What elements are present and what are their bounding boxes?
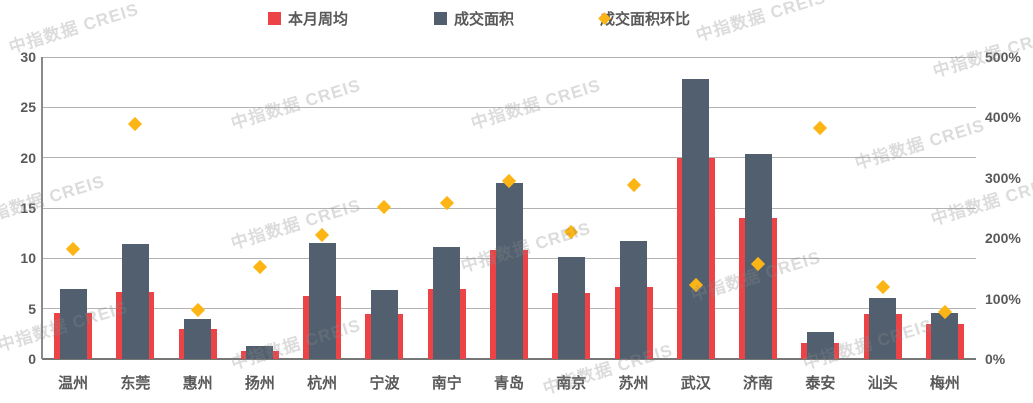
left-axis-tick: 0 <box>28 351 36 367</box>
watermark-text-5: 中指数据 CREIS <box>468 75 604 134</box>
bar-transaction-area-9 <box>557 257 585 359</box>
bar-transaction-area-4 <box>246 345 274 359</box>
point-mom-ratio-13 <box>813 121 828 136</box>
point-mom-ratio-6 <box>377 200 392 215</box>
bar-transaction-area-14 <box>869 297 897 359</box>
bar-transaction-area-7 <box>433 247 461 359</box>
x-axis-label-5: 杭州 <box>307 375 338 392</box>
chart-legend: 本月周均 成交面积 成交面积环比 <box>268 8 690 29</box>
watermark-text-9: 中指数据 CREIS <box>228 195 364 254</box>
left-axis-tick: 30 <box>20 49 36 65</box>
x-axis-label-9: 南京 <box>556 375 587 392</box>
point-mom-ratio-9 <box>564 224 579 239</box>
x-axis-label-2: 东莞 <box>120 375 151 392</box>
x-axis-label-10: 苏州 <box>618 375 649 392</box>
x-axis-label-1: 温州 <box>58 375 89 392</box>
x-axis-label-12: 济南 <box>743 375 774 392</box>
watermark-text-13: 中指数据 CREIS <box>228 315 364 374</box>
point-mom-ratio-5 <box>315 228 330 243</box>
watermark-text-4: 中指数据 CREIS <box>228 75 364 134</box>
left-axis-tick: 20 <box>20 149 36 166</box>
legend-item-mom-ratio: 成交面积环比 <box>598 8 691 29</box>
x-axis-label-11: 武汉 <box>680 375 711 392</box>
left-axis-tick: 5 <box>28 300 36 317</box>
x-axis-label-8: 青岛 <box>493 375 524 392</box>
point-mom-ratio-14 <box>875 280 890 295</box>
watermark-text-7: 中指数据 CREIS <box>0 171 108 230</box>
right-axis-tick: 400% <box>985 109 1021 126</box>
legend-label-weekly-avg: 本月周均 <box>288 11 349 28</box>
x-axis-label-6: 宁波 <box>369 375 400 392</box>
left-axis-line <box>41 57 43 359</box>
point-mom-ratio-1 <box>66 241 81 257</box>
red-square-icon <box>268 12 281 25</box>
legend-label-mom-ratio: 成交面积环比 <box>600 11 691 28</box>
point-mom-ratio-3 <box>190 302 205 318</box>
bar-transaction-area-11 <box>682 79 710 359</box>
bar-transaction-area-15 <box>931 312 959 359</box>
bar-transaction-area-10 <box>620 241 648 359</box>
bar-transaction-area-3 <box>184 318 212 359</box>
legend-item-weekly-avg: 本月周均 <box>268 8 348 29</box>
x-axis-label-13: 泰安 <box>805 375 836 392</box>
right-axis-tick: 300% <box>985 169 1021 186</box>
right-axis-tick: 500% <box>985 49 1021 65</box>
left-axis-tick: 25 <box>20 99 36 116</box>
left-axis-tick: 15 <box>20 200 36 216</box>
legend-item-transaction-area: 成交面积 <box>434 8 514 29</box>
x-axis-label-15: 梅州 <box>929 375 960 392</box>
x-axis-label-4: 扬州 <box>244 375 275 392</box>
gridline <box>42 157 976 159</box>
bar-transaction-area-5 <box>308 243 336 359</box>
watermark-text-6: 中指数据 CREIS <box>852 115 988 174</box>
gridline <box>42 106 976 108</box>
x-axis-label-7: 南宁 <box>431 375 462 392</box>
gridline <box>42 358 976 360</box>
slate-square-icon <box>434 12 448 25</box>
point-mom-ratio-10 <box>626 177 641 193</box>
watermark-text-2: 中指数据 CREIS <box>693 0 829 46</box>
x-axis-label-3: 惠州 <box>182 375 213 392</box>
right-axis-tick: 0% <box>985 351 1006 367</box>
bar-transaction-area-13 <box>806 331 834 359</box>
bar-transaction-area-1 <box>59 288 87 359</box>
point-mom-ratio-2 <box>128 116 143 132</box>
right-axis-tick: 200% <box>985 230 1021 247</box>
gridline <box>42 56 976 58</box>
legend-label-transaction-area: 成交面积 <box>454 11 515 28</box>
right-axis-tick: 100% <box>985 290 1021 307</box>
left-axis-tick: 10 <box>20 250 36 267</box>
bar-transaction-area-2 <box>121 244 149 359</box>
bar-transaction-area-6 <box>370 289 398 359</box>
bar-transaction-area-12 <box>744 153 772 359</box>
x-axis-label-14: 汕头 <box>867 375 898 392</box>
bar-transaction-area-8 <box>495 182 523 359</box>
point-mom-ratio-4 <box>252 259 267 274</box>
